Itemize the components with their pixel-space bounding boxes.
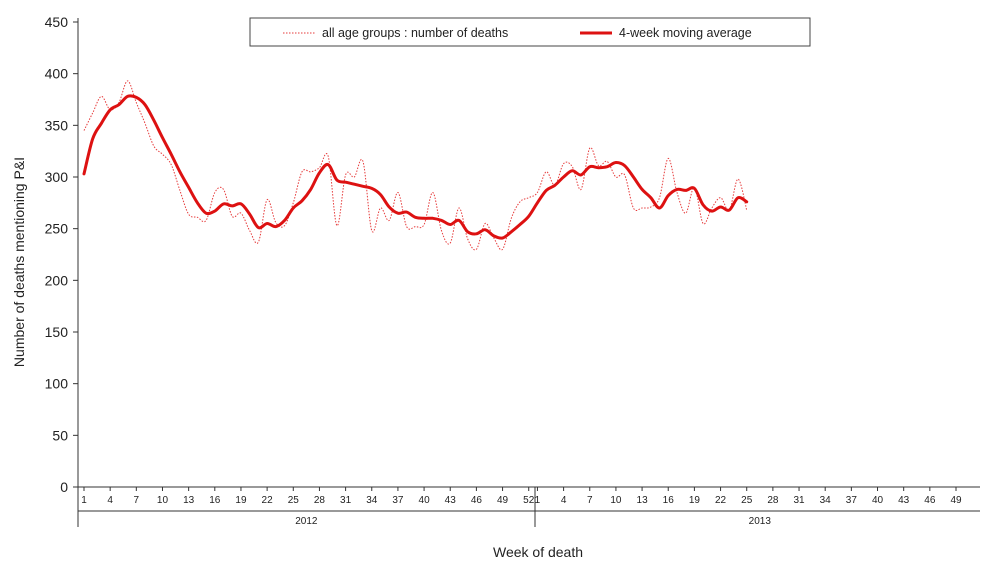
x-tick-label: 31 bbox=[340, 495, 352, 506]
x-tick-label: 22 bbox=[262, 495, 274, 506]
x-tick-label: 19 bbox=[689, 495, 701, 506]
legend-label-average: 4-week moving average bbox=[619, 26, 752, 40]
x-tick-label: 37 bbox=[846, 495, 858, 506]
x-tick-label: 31 bbox=[793, 495, 805, 506]
series-line-moving-average bbox=[82, 94, 749, 240]
x-tick-label: 37 bbox=[392, 495, 404, 506]
x-axis-title: Week of death bbox=[493, 544, 583, 560]
x-axis-ticks: 1 4 7 10 13 16 19 22 25 28 31 34 37 40 43 46 49 52 1 4 7 10 13… bbox=[81, 487, 962, 506]
x-tick-label: 7 bbox=[587, 495, 593, 506]
y-tick-label: 50 bbox=[52, 427, 68, 443]
x-tick-label: 49 bbox=[497, 495, 509, 506]
x-tick-label: 46 bbox=[471, 495, 483, 506]
x-tick-label: 16 bbox=[209, 495, 221, 506]
x-tick-label: 40 bbox=[872, 495, 884, 506]
x-tick-label: 4 bbox=[107, 495, 113, 506]
year-label-2012: 2012 bbox=[295, 516, 318, 527]
x-tick-label: 16 bbox=[663, 495, 675, 506]
year-label-2013: 2013 bbox=[749, 516, 772, 527]
y-tick-label: 300 bbox=[45, 169, 69, 185]
x-tick-label: 13 bbox=[637, 495, 649, 506]
legend-label-deaths: all age groups : number of deaths bbox=[322, 26, 508, 40]
y-tick-label: 100 bbox=[45, 376, 69, 392]
x-tick-label: 10 bbox=[157, 495, 169, 506]
series-layer bbox=[82, 80, 749, 251]
x-tick-label: 28 bbox=[767, 495, 779, 506]
y-tick-label: 0 bbox=[60, 479, 68, 495]
x-tick-label: 10 bbox=[610, 495, 622, 506]
x-tick-label: 28 bbox=[314, 495, 326, 506]
x-tick-label: 49 bbox=[950, 495, 962, 506]
x-tick-label: 43 bbox=[898, 495, 910, 506]
y-tick-label: 450 bbox=[45, 14, 69, 30]
x-tick-label: 1 bbox=[535, 495, 541, 506]
x-tick-label: 25 bbox=[741, 495, 753, 506]
x-tick-label: 34 bbox=[820, 495, 832, 506]
y-axis-title: Number of deaths mentioning P&I bbox=[11, 157, 27, 367]
x-tick-label: 34 bbox=[366, 495, 378, 506]
x-tick-label: 22 bbox=[715, 495, 727, 506]
y-tick-label: 150 bbox=[45, 324, 69, 340]
x-tick-label: 52 bbox=[523, 495, 535, 506]
legend: all age groups : number of deaths 4-week… bbox=[249, 17, 811, 47]
year-labels: 2012 2013 bbox=[295, 516, 771, 527]
series-line-deaths bbox=[83, 80, 748, 251]
y-tick-label: 400 bbox=[45, 66, 69, 82]
y-tick-label: 250 bbox=[45, 221, 69, 237]
legend-box bbox=[249, 17, 811, 47]
x-tick-label: 4 bbox=[561, 495, 567, 506]
x-tick-label: 46 bbox=[924, 495, 936, 506]
y-tick-label: 350 bbox=[45, 117, 69, 133]
x-tick-label: 43 bbox=[445, 495, 457, 506]
x-tick-label: 1 bbox=[81, 495, 87, 506]
y-tick-label: 200 bbox=[45, 272, 69, 288]
x-tick-label: 40 bbox=[419, 495, 431, 506]
x-tick-label: 19 bbox=[235, 495, 247, 506]
x-tick-label: 7 bbox=[134, 495, 140, 506]
x-tick-label: 13 bbox=[183, 495, 195, 506]
y-axis-ticks: 0 50 100 150 200 250 300 350 400 450 bbox=[45, 14, 78, 495]
x-tick-label: 25 bbox=[288, 495, 300, 506]
